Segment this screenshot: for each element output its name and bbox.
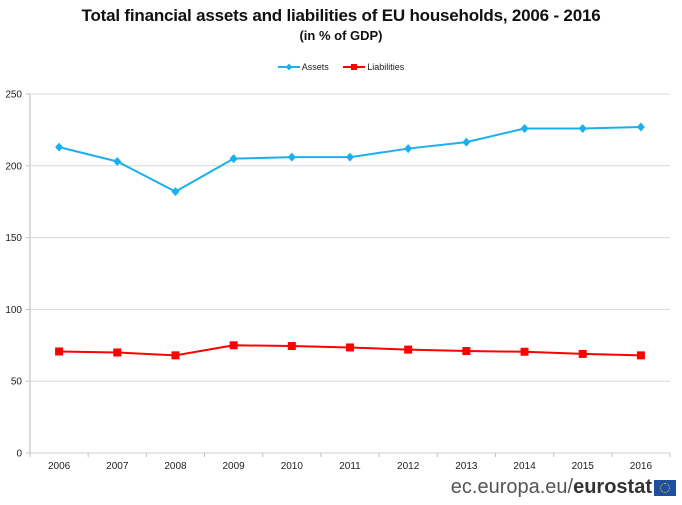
- x-tick-label: 2016: [630, 461, 653, 472]
- point-liabilities-2008: [171, 351, 180, 360]
- x-tick-label: 2013: [455, 461, 478, 472]
- point-assets-2007: [113, 156, 122, 166]
- point-liabilities-2012: [404, 345, 413, 354]
- chart-title: Total financial assets and liabilities o…: [81, 6, 601, 25]
- point-assets-2012: [404, 144, 413, 154]
- point-liabilities-2006: [55, 347, 64, 356]
- legend-item-assets: Assets: [277, 62, 329, 72]
- x-tick-label: 2014: [513, 461, 536, 472]
- legend-item-liabilities: Liabilities: [343, 62, 404, 72]
- y-tick-label: 250: [5, 90, 22, 101]
- footer-brand: eurostat: [573, 476, 652, 498]
- x-tick-label: 2006: [48, 461, 71, 472]
- footer-site: ec.europa.eu/: [450, 476, 574, 498]
- y-tick-label: 50: [11, 377, 23, 388]
- eu-flag-icon: [654, 479, 676, 496]
- point-liabilities-2011: [346, 343, 354, 352]
- x-tick-label: 2015: [572, 461, 595, 472]
- legend-swatch-liabilities: [343, 63, 366, 71]
- point-liabilities-2014: [520, 347, 529, 356]
- point-assets-2009: [229, 154, 238, 164]
- x-tick-label: 2012: [397, 461, 420, 472]
- point-assets-2013: [462, 137, 471, 147]
- point-assets-2006: [55, 142, 64, 152]
- x-tick-label: 2011: [339, 461, 361, 472]
- point-assets-2008: [171, 187, 180, 197]
- point-liabilities-2010: [287, 342, 296, 351]
- eurostat-footer: ec.europa.eu/ eurostat: [451, 476, 676, 499]
- legend-label-liabilities: Liabilities: [367, 62, 405, 72]
- point-liabilities-2015: [578, 349, 587, 358]
- legend-swatch-assets: [277, 63, 300, 71]
- point-assets-2010: [287, 152, 296, 162]
- legend: Assets Liabilities: [0, 62, 682, 73]
- y-tick-label: 200: [5, 161, 22, 172]
- point-liabilities-2007: [113, 348, 122, 357]
- point-assets-2016: [636, 122, 645, 132]
- x-tick-label: 2007: [106, 461, 129, 472]
- x-tick-label: 2009: [223, 461, 246, 472]
- chart-subtitle: (in % of GDP): [299, 28, 383, 43]
- point-liabilities-2013: [462, 347, 471, 356]
- point-liabilities-2009: [229, 341, 238, 350]
- point-assets-2014: [520, 123, 529, 133]
- y-tick-label: 150: [5, 233, 22, 244]
- point-assets-2011: [346, 152, 354, 162]
- point-liabilities-2016: [636, 351, 645, 360]
- y-tick-label: 0: [16, 449, 22, 460]
- legend-label-assets: Assets: [301, 62, 329, 72]
- x-tick-label: 2010: [281, 461, 304, 472]
- x-tick-label: 2008: [164, 461, 187, 472]
- y-tick-label: 100: [5, 305, 22, 316]
- point-assets-2015: [578, 123, 587, 133]
